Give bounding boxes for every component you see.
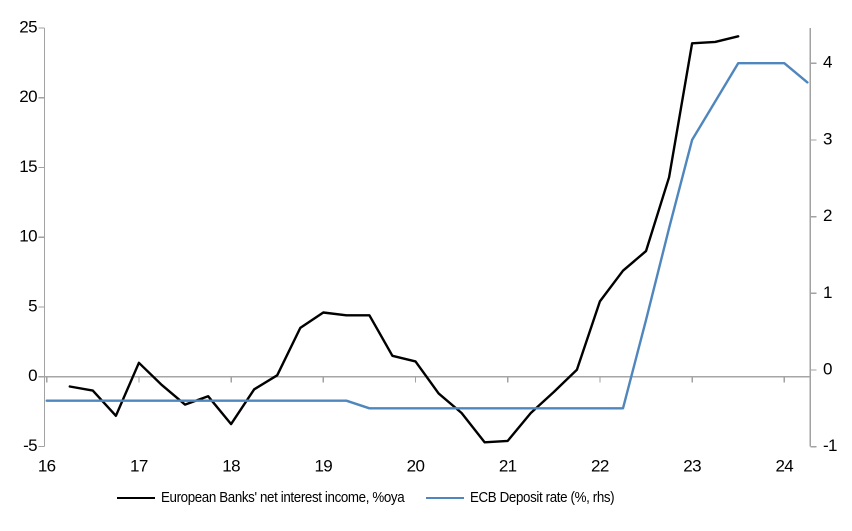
x-axis-tick-label: 19 [314,456,332,475]
right-axis-tick-label: 0 [823,359,832,378]
x-axis-tick-label: 20 [407,456,425,475]
left-axis-tick-label: 5 [28,296,37,315]
chart-legend: European Banks' net interest income, %oy… [0,487,852,509]
legend-item-net-interest-income: European Banks' net interest income, %oy… [117,487,425,509]
black-line-swatch [117,497,155,499]
x-axis-tick-label: 18 [222,456,240,475]
series-line-1 [45,62,809,410]
right-axis-tick-label: 2 [823,206,832,225]
legend-label-net-interest-income: European Banks' net interest income, %oy… [161,490,405,506]
right-axis-tick-label: 1 [823,283,832,302]
left-axis-tick-label: 25 [19,17,37,36]
left-axis-tick-label: -5 [23,436,37,455]
x-axis-tick-label: 17 [130,456,148,475]
left-axis-tick-label: 15 [19,157,37,176]
legend-label-ecb-deposit-rate: ECB Deposit rate (%, rhs) [470,490,615,506]
blue-line-swatch [426,497,464,499]
series-line-0 [68,35,740,444]
legend-item-ecb-deposit-rate: ECB Deposit rate (%, rhs) [426,487,627,509]
left-axis-tick-label: 0 [28,366,37,385]
x-axis-tick-label: 23 [683,456,701,475]
left-axis-tick-label: 10 [19,227,37,246]
x-axis-tick-label: 16 [38,456,56,475]
x-axis-tick-label: 22 [591,456,609,475]
x-axis-tick-label: 24 [775,456,793,475]
x-axis-tick-label: 21 [499,456,517,475]
right-axis-tick-label: 3 [823,129,832,148]
right-axis-tick-label: 4 [823,53,832,72]
left-axis-tick-label: 20 [19,87,37,106]
right-axis-tick-label: -1 [823,436,837,455]
